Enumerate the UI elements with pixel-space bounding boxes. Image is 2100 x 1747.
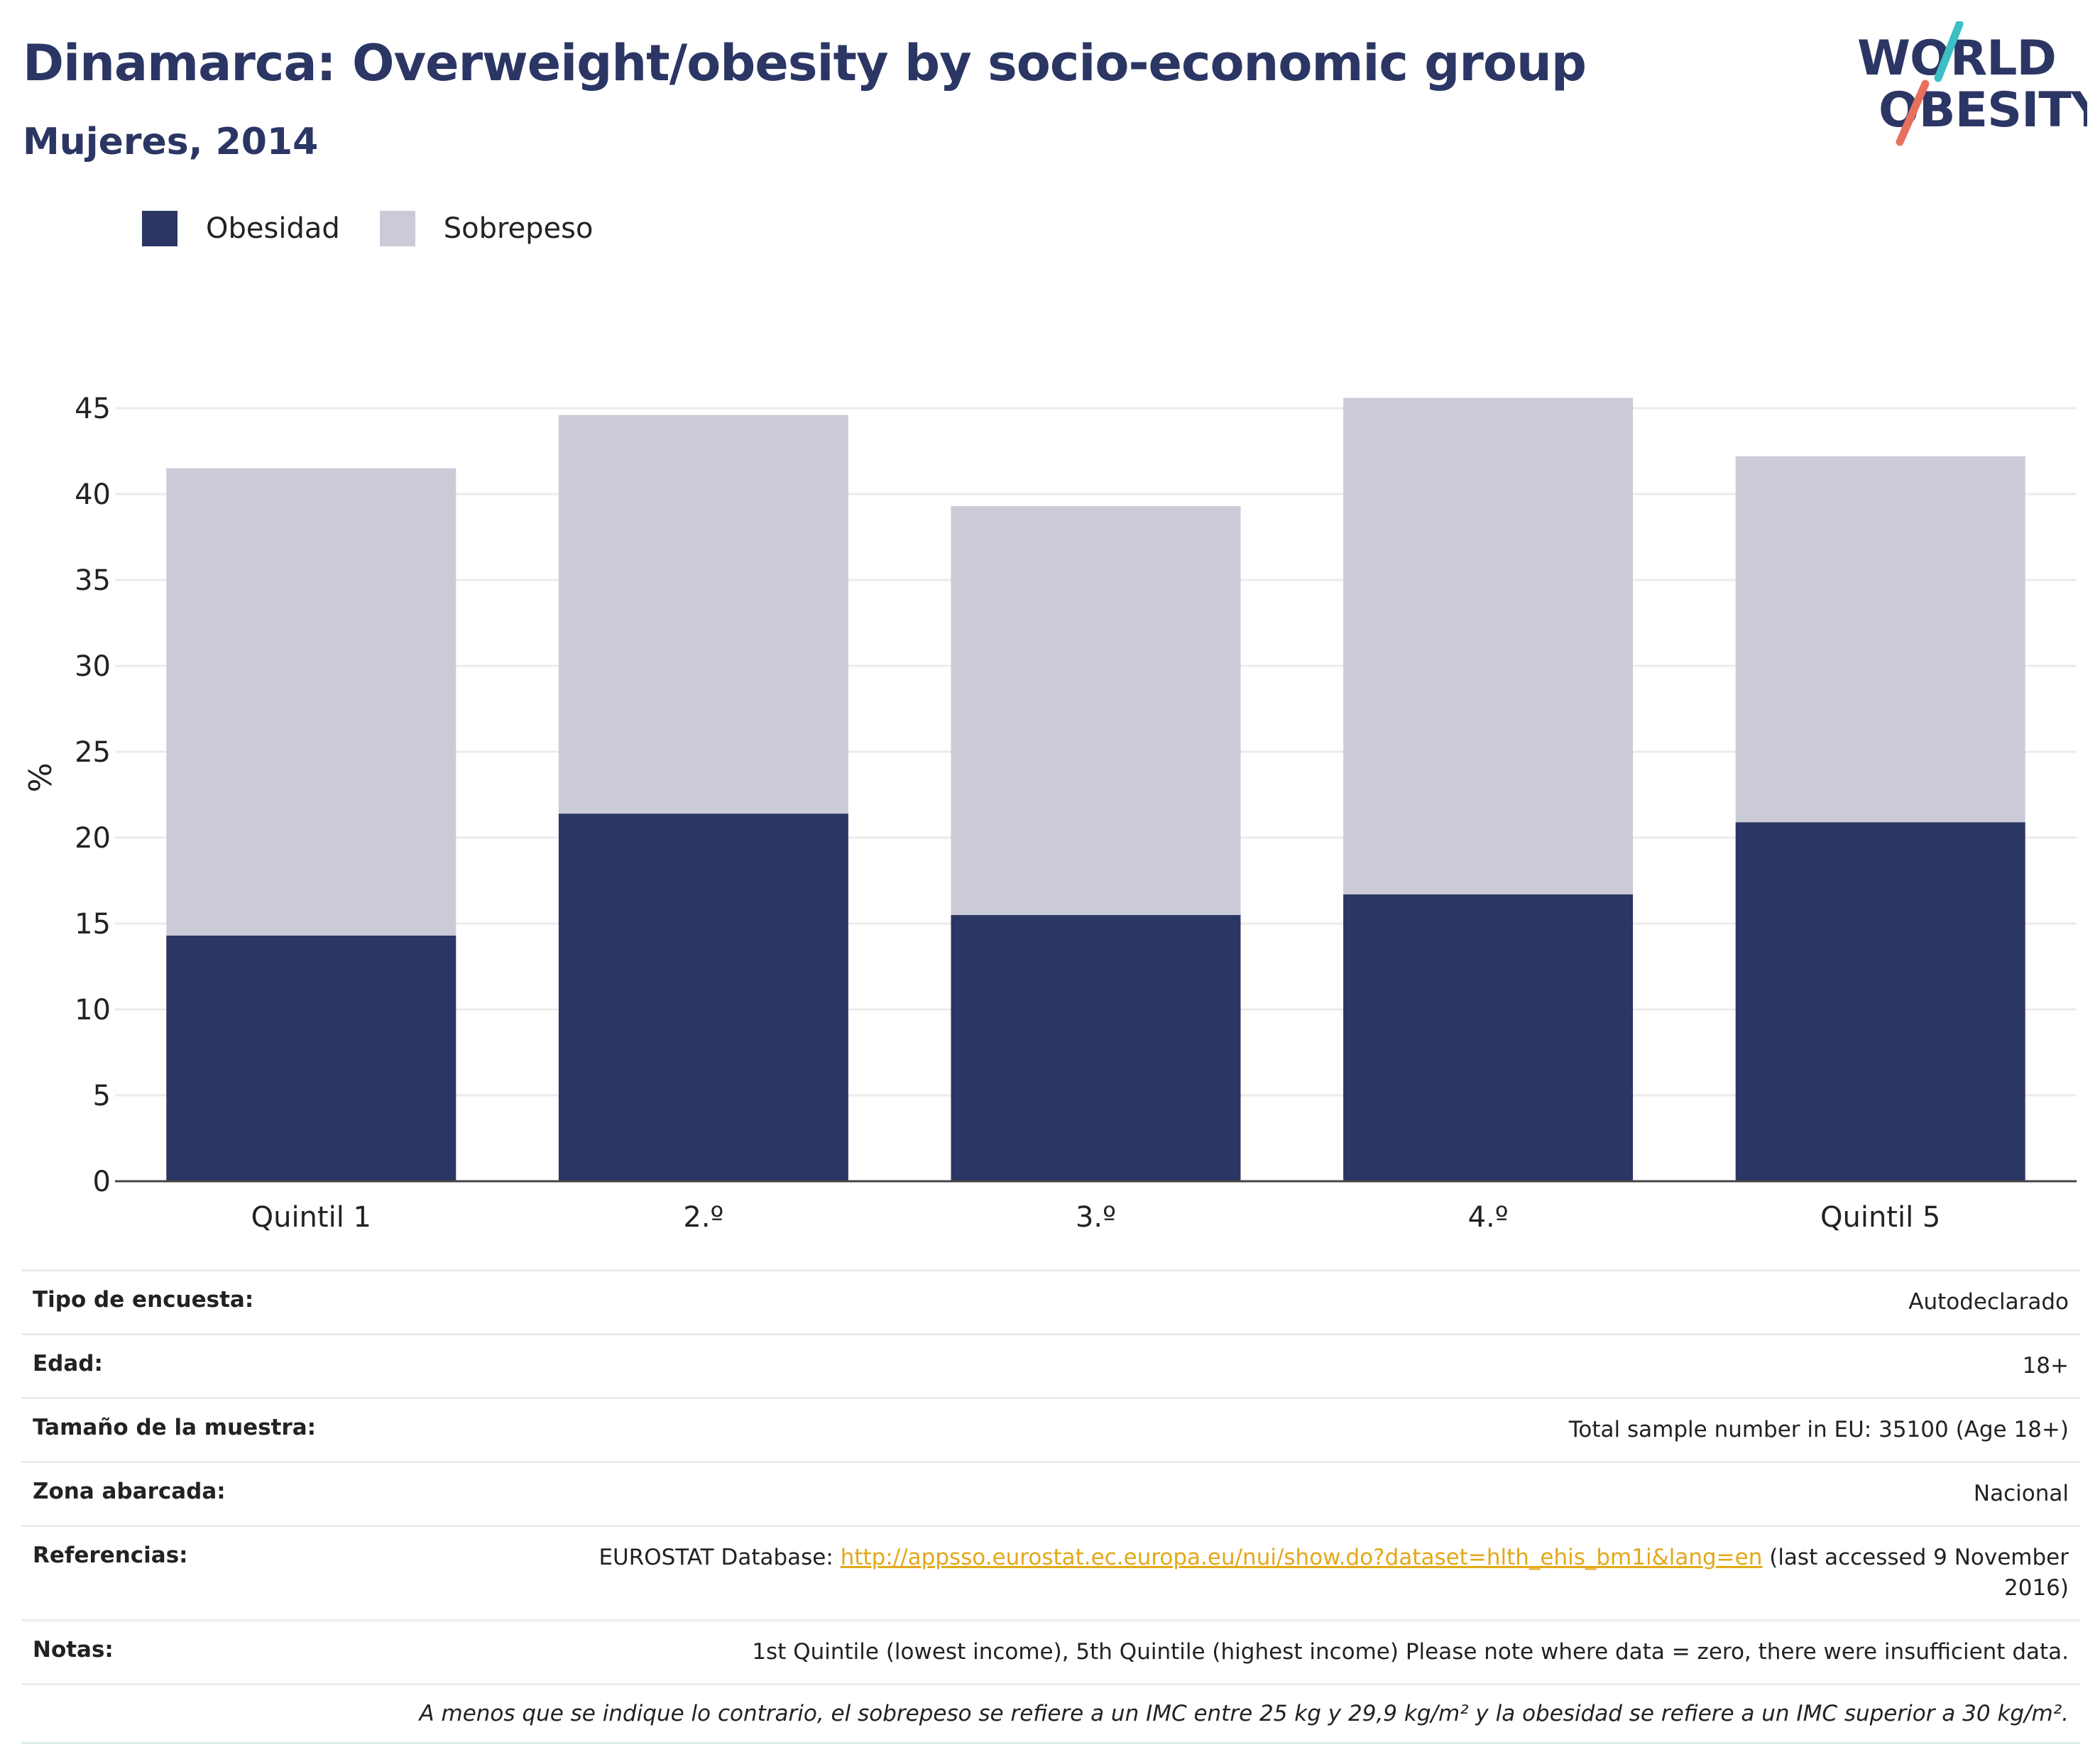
y-tick-label: 20 bbox=[75, 822, 111, 855]
bar-obesidad[interactable] bbox=[951, 914, 1241, 1181]
info-row-survey-type: Tipo de encuesta: Autodeclarado bbox=[21, 1269, 2080, 1335]
bar-group bbox=[166, 398, 2025, 1181]
y-tick-label: 5 bbox=[93, 1080, 111, 1112]
y-tick-label: 10 bbox=[75, 994, 111, 1026]
reference-prefix: EUROSTAT Database: bbox=[598, 1545, 841, 1570]
x-tick-label: 4.º bbox=[1468, 1201, 1509, 1234]
bar-obesidad[interactable] bbox=[166, 935, 456, 1181]
info-row-footnote: A menos que se indique lo contrario, el … bbox=[21, 1683, 2080, 1744]
info-label-references: Referencias: bbox=[21, 1525, 541, 1621]
legend-swatch-obesidad bbox=[142, 211, 177, 246]
logo-slash-teal bbox=[1934, 21, 1964, 82]
x-tick-label: Quintil 1 bbox=[251, 1201, 371, 1234]
x-tick-label: 3.º bbox=[1076, 1201, 1116, 1234]
info-value-references: EUROSTAT Database: http://appsso.eurosta… bbox=[541, 1525, 2080, 1621]
y-tick-label: 0 bbox=[93, 1166, 111, 1198]
y-tick-label: 45 bbox=[75, 393, 111, 425]
page-title: Dinamarca: Overweight/obesity by socio-e… bbox=[23, 34, 1587, 92]
logo-slash-coral bbox=[1896, 80, 1930, 146]
world-obesity-logo: WORLD OBESITY bbox=[1857, 21, 2087, 146]
reference-suffix: (last accessed 9 November 2016) bbox=[1762, 1545, 2069, 1601]
info-row-age: Edad: 18+ bbox=[21, 1333, 2080, 1398]
x-tick-label: Quintil 5 bbox=[1820, 1201, 1940, 1234]
info-row-notes: Notas: 1st Quintile (lowest income), 5th… bbox=[21, 1619, 2080, 1685]
y-tick-label: 25 bbox=[75, 736, 111, 769]
info-value-age: 18+ bbox=[541, 1333, 2080, 1398]
y-tick-label: 30 bbox=[75, 650, 111, 683]
legend-label-sobrepeso: Sobrepeso bbox=[443, 212, 594, 245]
info-row-references: Referencias: EUROSTAT Database: http://a… bbox=[21, 1525, 2080, 1621]
info-row-sample-size: Tamaño de la muestra: Total sample numbe… bbox=[21, 1397, 2080, 1462]
legend-label-obesidad: Obesidad bbox=[206, 212, 340, 245]
x-tick-label: 2.º bbox=[683, 1201, 723, 1234]
info-label-sample-size: Tamaño de la muestra: bbox=[21, 1397, 541, 1462]
bar-obesidad[interactable] bbox=[558, 814, 848, 1181]
bar-sobrepeso[interactable] bbox=[1735, 456, 2025, 823]
y-tick-label: 40 bbox=[75, 478, 111, 511]
bar-sobrepeso[interactable] bbox=[166, 468, 456, 936]
bar-sobrepeso[interactable] bbox=[558, 415, 848, 814]
y-tick-label: 35 bbox=[75, 564, 111, 597]
legend-item-obesidad[interactable]: Obesidad bbox=[142, 211, 340, 246]
reference-link[interactable]: http://appsso.eurostat.ec.europa.eu/nui/… bbox=[840, 1545, 1763, 1570]
bar-sobrepeso[interactable] bbox=[951, 505, 1241, 915]
legend-swatch-sobrepeso bbox=[379, 211, 415, 246]
info-value-survey-type: Autodeclarado bbox=[541, 1269, 2080, 1335]
info-table: Tipo de encuesta: Autodeclarado Edad: 18… bbox=[21, 1269, 2080, 1744]
info-label-age: Edad: bbox=[21, 1333, 541, 1398]
footnote: A menos que se indique lo contrario, el … bbox=[21, 1683, 2080, 1744]
axes: 0 5 10 15 20 25 30 35 40 45% Quintil 1 2.º 3.º 4.º Qui… bbox=[23, 393, 2077, 1234]
info-label-notes: Notas: bbox=[21, 1619, 541, 1685]
bar-chart: 0 5 10 15 20 25 30 35 40 45% Quintil 1 2.º 3.º 4.º Qui… bbox=[23, 393, 2077, 1234]
bar-sobrepeso[interactable] bbox=[1343, 398, 1634, 894]
info-value-area: Nacional bbox=[541, 1461, 2080, 1526]
bar-obesidad[interactable] bbox=[1343, 894, 1634, 1181]
page-subtitle: Mujeres, 2014 bbox=[23, 121, 319, 163]
info-label-survey-type: Tipo de encuesta: bbox=[21, 1269, 541, 1335]
bar-obesidad[interactable] bbox=[1735, 822, 2025, 1181]
y-tick-label: 15 bbox=[75, 908, 111, 941]
info-value-sample-size: Total sample number in EU: 35100 (Age 18… bbox=[541, 1397, 2080, 1462]
info-row-area: Zona abarcada: Nacional bbox=[21, 1461, 2080, 1526]
chart-legend: Obesidad Sobrepeso bbox=[142, 207, 633, 250]
legend-item-sobrepeso[interactable]: Sobrepeso bbox=[379, 211, 594, 246]
info-label-area: Zona abarcada: bbox=[21, 1461, 541, 1526]
info-value-notes: 1st Quintile (lowest income), 5th Quinti… bbox=[541, 1619, 2080, 1685]
y-axis-label: % bbox=[23, 762, 59, 792]
